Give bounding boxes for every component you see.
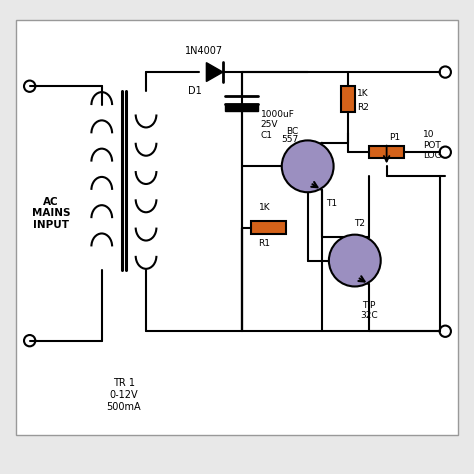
Text: BC: BC: [286, 127, 298, 136]
Text: T1: T1: [327, 199, 337, 208]
Text: AC
MAINS
INPUT: AC MAINS INPUT: [32, 197, 70, 230]
Text: 10
POT
LOG: 10 POT LOG: [423, 130, 442, 160]
Bar: [16, 20, 458, 435]
Text: TR 1
0-12V
500mA: TR 1 0-12V 500mA: [107, 378, 141, 411]
Bar: [341, 86, 355, 112]
Bar: [251, 221, 286, 234]
Circle shape: [282, 140, 334, 192]
Text: T2: T2: [354, 219, 365, 228]
Text: 1K: 1K: [258, 203, 270, 212]
Polygon shape: [206, 63, 223, 82]
Text: TIP
32C: TIP 32C: [360, 301, 378, 320]
Text: 557: 557: [281, 135, 298, 144]
Text: D1: D1: [188, 86, 201, 96]
Text: 1N4007: 1N4007: [185, 46, 223, 55]
Text: 1K: 1K: [357, 89, 369, 98]
Text: R2: R2: [357, 103, 369, 112]
Text: R1: R1: [258, 239, 270, 248]
Text: P1: P1: [389, 133, 401, 142]
Bar: [369, 146, 404, 158]
Bar: [225, 104, 258, 111]
Circle shape: [329, 235, 381, 286]
Text: 1000uF
25V
C1: 1000uF 25V C1: [261, 110, 294, 139]
